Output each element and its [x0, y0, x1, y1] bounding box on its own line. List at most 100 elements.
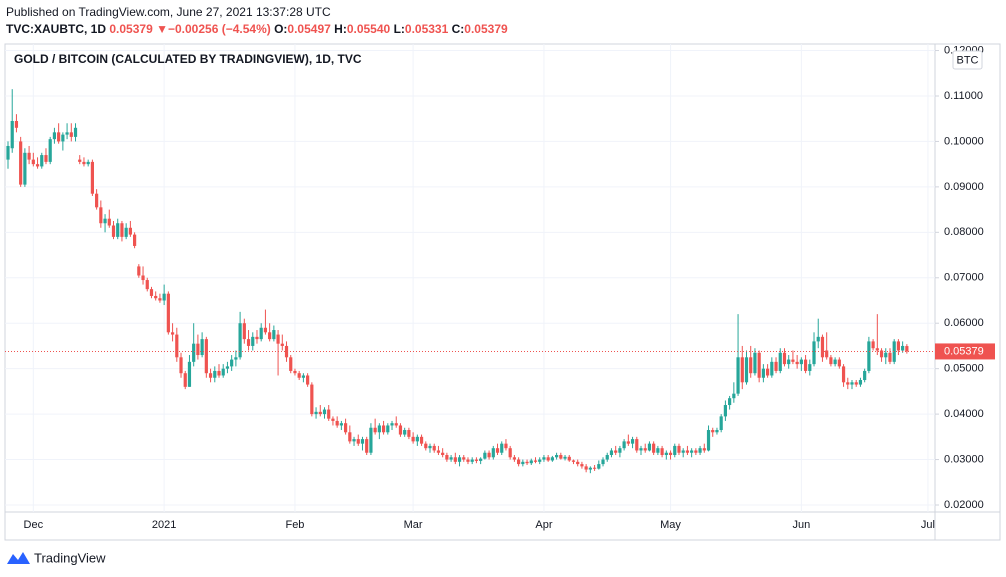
c: 0.05379	[464, 22, 508, 36]
x-tick-label: Jun	[792, 519, 810, 531]
candle-body	[711, 430, 715, 433]
candle-body	[445, 455, 449, 460]
candle-body	[419, 436, 424, 444]
y-tick-label: 0.05000	[944, 363, 984, 375]
candle-body	[715, 430, 719, 433]
candle-body	[331, 418, 335, 421]
candle-body	[111, 225, 116, 237]
candle-body	[373, 427, 377, 433]
candle-body	[259, 327, 263, 340]
last-price-tag	[935, 343, 995, 360]
candle-body	[99, 207, 103, 224]
grid	[5, 44, 935, 512]
candle-body	[339, 423, 343, 426]
l-label: L:	[393, 22, 405, 36]
candle-body	[495, 448, 500, 453]
candle-body	[360, 439, 365, 444]
candle-body	[690, 450, 694, 453]
y-tick-label: 0.07000	[944, 272, 984, 284]
candle-body	[69, 132, 73, 137]
y-tick-label: 0.02000	[944, 499, 984, 511]
candle-body	[905, 346, 909, 352]
candle-body	[635, 439, 639, 451]
footer-logo: TradingView	[7, 550, 106, 565]
chart-frame	[4, 43, 1001, 541]
candle-body	[263, 327, 268, 333]
candle-body	[609, 450, 614, 456]
candle-body	[837, 359, 841, 367]
o-label: O:	[274, 22, 288, 36]
candle-body	[200, 339, 204, 356]
candle-body	[833, 359, 837, 365]
candle-body	[841, 366, 846, 383]
candle-body	[588, 467, 592, 470]
candle-body	[293, 370, 297, 374]
candle-body	[854, 382, 858, 385]
x-tick-label: 2021	[152, 519, 176, 531]
candle-body	[120, 223, 124, 237]
candle-body	[73, 127, 78, 137]
candle-body	[457, 457, 462, 462]
candle-body	[377, 425, 381, 433]
candle-body	[23, 152, 27, 185]
candle-body	[453, 457, 457, 462]
candle-body	[95, 193, 99, 208]
candle-body	[217, 370, 221, 376]
candle-body	[626, 441, 630, 444]
candle-body	[766, 368, 770, 376]
last: 0.05379	[109, 22, 153, 36]
candle-body	[204, 339, 208, 374]
candle-body	[546, 457, 550, 461]
candle-body	[221, 368, 225, 376]
candle-body	[107, 218, 111, 226]
candle-body	[694, 450, 698, 453]
candle-body	[225, 366, 230, 369]
candle-body	[618, 448, 622, 453]
candle-body	[630, 439, 635, 444]
candle-body	[892, 341, 896, 362]
candle-body	[116, 223, 120, 237]
candle-body	[770, 361, 774, 376]
candle-body	[504, 443, 508, 449]
candle-body	[276, 334, 280, 344]
candle-body	[352, 439, 356, 442]
y-tick-label: 0.10000	[944, 135, 984, 147]
candle-body	[6, 145, 10, 160]
candle-body	[643, 448, 647, 451]
candle-body	[19, 141, 23, 185]
candle-body	[335, 420, 339, 426]
candle-body	[166, 293, 170, 333]
c-label: C:	[451, 22, 465, 36]
candle-body	[592, 467, 597, 469]
candle-body	[183, 373, 187, 387]
candle-body	[884, 352, 888, 358]
candle-body	[284, 345, 289, 358]
candle-body	[698, 448, 702, 453]
candle-body	[48, 139, 52, 162]
candle-body	[124, 227, 128, 237]
candle-body	[415, 436, 419, 442]
candle-body	[740, 357, 744, 383]
candle-body	[103, 218, 107, 224]
chart-title: GOLD / BITCOIN (CALCULATED BY TRADINGVIE…	[14, 52, 362, 66]
arrow: ▼	[156, 22, 168, 36]
ohlc-legend: TVC:XAUBTC, 1D 0.05379 ▼−0.00256 (−4.54%…	[6, 21, 508, 38]
candle-body	[795, 361, 799, 365]
y-tick-label: 0.03000	[944, 453, 984, 465]
y-tick-label: 0.09000	[944, 181, 984, 193]
candle-body	[816, 336, 820, 342]
candle-body	[584, 466, 588, 470]
candle-body	[850, 382, 854, 385]
candle-body	[27, 152, 31, 160]
candle-body	[871, 341, 875, 349]
brand: TradingView	[34, 550, 106, 565]
candle-body	[86, 161, 90, 165]
candle-body	[812, 341, 816, 365]
candle-body	[242, 323, 246, 340]
candle-body	[365, 439, 369, 453]
candle-body	[65, 132, 69, 135]
candle-body	[208, 373, 213, 378]
candle-body	[466, 459, 470, 462]
candle-body	[192, 343, 196, 362]
candle-body	[702, 448, 706, 451]
